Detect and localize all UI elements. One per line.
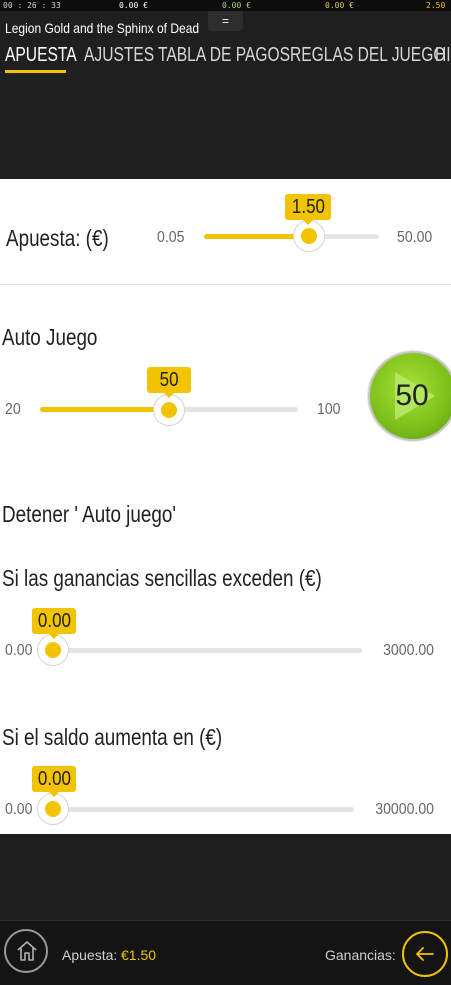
auto-play-value-bubble: 50 <box>147 367 191 398</box>
auto-play-min: 20 <box>5 401 21 418</box>
bet-slider-track[interactable] <box>204 234 379 239</box>
start-auto-play-button[interactable]: 50 <box>368 351 451 441</box>
auto-play-slider-thumb[interactable] <box>153 394 185 426</box>
play-icon <box>395 372 435 420</box>
footer-spacer <box>0 834 451 920</box>
stop-auto-play-title: Detener ' Auto juego' <box>2 501 176 527</box>
single-win-slider-track[interactable] <box>50 648 362 653</box>
tab-ajustes[interactable]: AJUSTES <box>84 44 155 66</box>
status-bar: 00 : 26 : 33 0.00 € 0.00 € 0.00 € 2.50 € <box>0 0 451 19</box>
auto-play-count: 50 <box>395 379 429 412</box>
bet-label: Apuesta: (€) <box>6 225 109 251</box>
auto-play-label: Auto Juego <box>2 324 98 350</box>
bet-slider-thumb[interactable] <box>293 220 325 252</box>
bottom-bar: Apuesta: €1.50 Ganancias: <box>0 920 451 985</box>
section-divider <box>0 284 451 285</box>
active-tab-indicator <box>5 70 66 73</box>
bet-slider-fill <box>204 234 309 239</box>
arrow-left-icon <box>416 947 434 961</box>
status-value-2: 0.00 € <box>222 1 251 10</box>
single-win-min: 0.00 <box>5 642 33 659</box>
bet-value-bubble: 1.50 <box>285 194 331 225</box>
session-time: 00 : 26 : 33 <box>3 1 61 10</box>
balance-increase-value-bubble: 0.00 <box>32 766 76 797</box>
tab-apuesta[interactable]: APUESTA <box>5 44 77 66</box>
balance-increase-slider-track[interactable] <box>50 807 354 812</box>
single-win-value-bubble: 0.00 <box>32 608 76 639</box>
balance-increase-min: 0.00 <box>5 801 33 818</box>
tab-tabla-de-pagos[interactable]: TABLA DE PAGOS <box>158 44 291 66</box>
tab-reglas-del-juego[interactable]: REGLAS DEL JUEGO <box>290 44 446 66</box>
header: Legion Gold and the Sphinx of Dead = APU… <box>0 11 451 179</box>
single-win-max: 3000.00 <box>383 642 434 659</box>
balance-increase-label: Si el saldo aumenta en (€) <box>2 724 223 750</box>
tab-bar: APUESTA AJUSTES TABLA DE PAGOS REGLAS DE… <box>0 42 451 72</box>
status-value-3: 0.00 € <box>325 1 354 10</box>
balance-increase-slider-thumb[interactable] <box>37 793 69 825</box>
menu-handle-icon[interactable]: = <box>208 11 243 31</box>
bottom-winnings-label: Ganancias: <box>325 947 396 963</box>
bottom-bet-value: €1.50 <box>121 947 157 963</box>
auto-play-slider-fill <box>40 407 169 412</box>
bet-max: 50.00 <box>397 229 433 246</box>
tab-history[interactable]: HI <box>435 44 451 66</box>
bet-min: 0.05 <box>157 229 185 246</box>
single-win-label: Si las ganancias sencillas exceden (€) <box>2 565 322 591</box>
home-button[interactable] <box>4 929 48 973</box>
game-title: Legion Gold and the Sphinx of Dead <box>5 20 200 36</box>
back-button[interactable] <box>402 931 448 977</box>
bet-settings-panel: Apuesta: (€) 0.05 1.50 50.00 Auto Juego … <box>0 179 451 834</box>
bottom-bet-label: Apuesta: <box>62 947 118 963</box>
status-value-1: 0.00 € <box>119 1 148 10</box>
auto-play-max: 100 <box>317 401 341 418</box>
balance-increase-max: 30000.00 <box>375 801 434 818</box>
home-icon <box>17 941 37 961</box>
